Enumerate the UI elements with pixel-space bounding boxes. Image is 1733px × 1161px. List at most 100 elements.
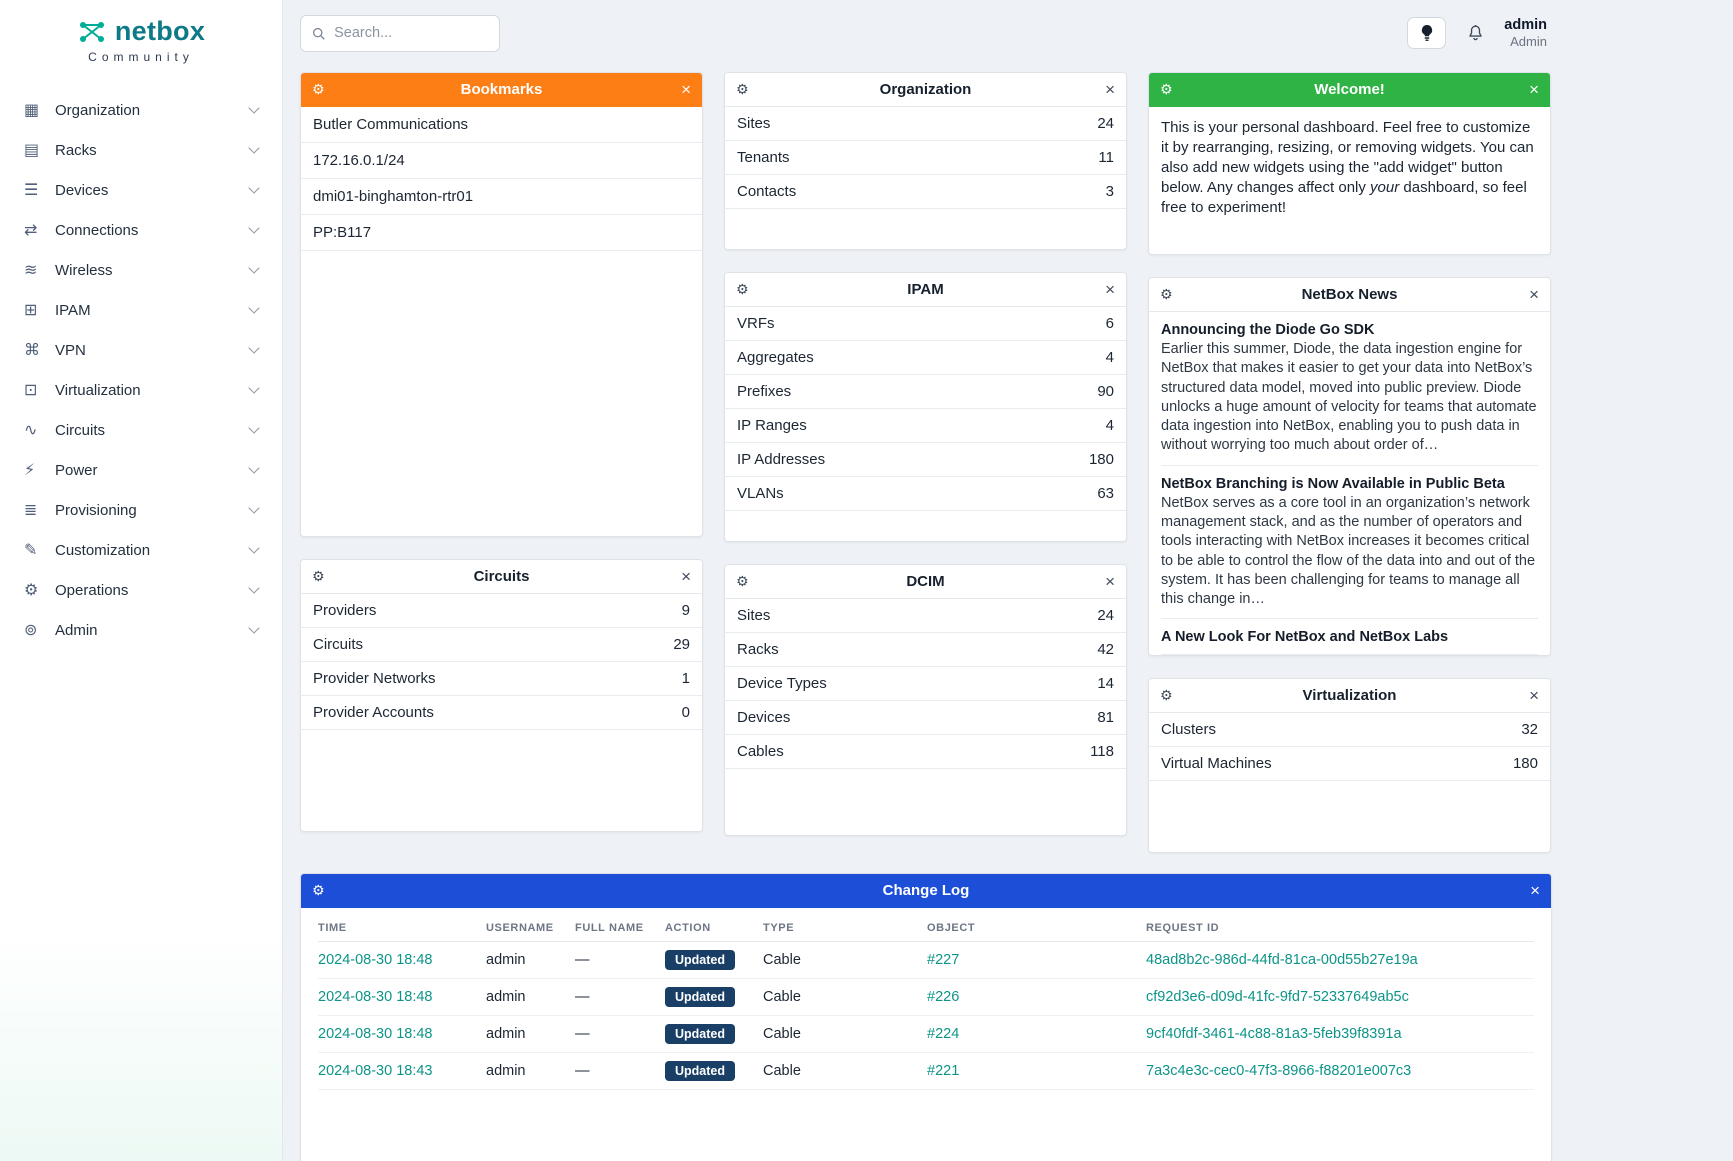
news-headline[interactable]: NetBox Branching is Now Available in Pub… — [1161, 475, 1505, 492]
chevron-down-icon — [248, 462, 260, 474]
sidebar-item-admin[interactable]: ⊚ Admin — [0, 610, 282, 650]
stat-row[interactable]: VRFs 6 — [725, 307, 1126, 341]
stat-row[interactable]: IP Ranges 4 — [725, 409, 1126, 443]
sidebar-item-organization[interactable]: ▦ Organization — [0, 90, 282, 130]
request-id-link[interactable]: cf92d3e6-d09d-41fc-9fd7-52337649ab5c — [1146, 989, 1409, 1006]
stat-row[interactable]: Virtual Machines 180 — [1149, 747, 1550, 782]
theme-toggle-button[interactable] — [1407, 16, 1447, 49]
user-role: Admin — [1510, 33, 1547, 49]
object-link[interactable]: #221 — [927, 1063, 960, 1080]
stat-value: 3 — [1105, 183, 1114, 200]
gear-icon[interactable]: ⚙ — [736, 281, 749, 297]
sidebar-item-circuits[interactable]: ∿ Circuits — [0, 410, 282, 450]
stat-row[interactable]: Cables 118 — [725, 735, 1126, 769]
sidebar-item-vpn[interactable]: ⌘ VPN — [0, 330, 282, 370]
gear-icon[interactable]: ⚙ — [736, 573, 749, 589]
user-name: admin — [1504, 16, 1547, 33]
news-headline[interactable]: A New Look For NetBox and NetBox Labs — [1161, 629, 1449, 646]
time-link[interactable]: 2024-08-30 18:48 — [318, 1026, 433, 1043]
widget-header: ⚙ DCIM × — [725, 565, 1126, 599]
bookmark-item[interactable]: Butler Communications — [301, 107, 702, 143]
stat-row[interactable]: Clusters 32 — [1149, 713, 1550, 748]
sidebar-item-power[interactable]: ⚡ Power — [0, 450, 282, 490]
full-name-cell: — — [575, 1015, 665, 1054]
stat-row[interactable]: Provider Accounts 0 — [301, 696, 702, 730]
stat-row[interactable]: Contacts 3 — [725, 175, 1126, 209]
user-menu[interactable]: admin Admin — [1504, 17, 1547, 50]
widget-header: ⚙ Circuits × — [301, 560, 702, 594]
close-icon[interactable]: × — [681, 567, 691, 586]
gear-icon[interactable]: ⚙ — [1160, 286, 1173, 302]
time-link[interactable]: 2024-08-30 18:43 — [318, 1063, 433, 1080]
gear-icon[interactable]: ⚙ — [736, 81, 749, 97]
close-icon[interactable]: × — [1105, 572, 1115, 591]
stat-row[interactable]: IP Addresses 180 — [725, 443, 1126, 477]
gear-icon[interactable]: ⚙ — [312, 568, 325, 584]
gear-icon[interactable]: ⚙ — [1160, 81, 1173, 97]
close-icon[interactable]: × — [1529, 686, 1539, 706]
request-id-link[interactable]: 48ad8b2c-986d-44fd-81ca-00d55b27e19a — [1146, 952, 1418, 969]
time-link[interactable]: 2024-08-30 18:48 — [318, 952, 433, 969]
bookmark-item[interactable]: 172.16.0.1/24 — [301, 143, 702, 179]
notifications-button[interactable] — [1461, 17, 1489, 49]
search-box[interactable] — [300, 14, 500, 52]
time-link[interactable]: 2024-08-30 18:48 — [318, 989, 433, 1006]
stat-row[interactable]: Tenants 11 — [725, 141, 1126, 175]
stat-row[interactable]: Provider Networks 1 — [301, 662, 702, 696]
close-icon[interactable]: × — [681, 80, 691, 99]
column-header-username: USERNAME — [486, 908, 575, 943]
stat-value: 81 — [1097, 709, 1114, 726]
news-headline[interactable]: Announcing the Diode Go SDK — [1161, 322, 1375, 338]
sidebar-item-devices[interactable]: ☰ Devices — [0, 170, 282, 210]
request-id-link[interactable]: 7a3c4e3c-cec0-47f3-8966-f88201e007c3 — [1146, 1063, 1412, 1080]
dashboard-column-1: ⚙ Bookmarks × Butler Communications 172.… — [300, 72, 703, 853]
close-icon[interactable]: × — [1529, 80, 1539, 99]
topbar-actions: admin Admin — [1407, 17, 1717, 50]
stat-label: Circuits — [313, 636, 364, 653]
stat-row[interactable]: Devices 81 — [725, 701, 1126, 735]
sidebar-item-provisioning[interactable]: ≣ Provisioning — [0, 490, 282, 530]
sidebar-item-operations[interactable]: ⚙ Operations — [0, 570, 282, 610]
community-label: Community — [88, 50, 194, 64]
request-id-link[interactable]: 9cf40fdf-3461-4c88-81a3-5feb39f8391a — [1146, 1026, 1402, 1043]
close-icon[interactable]: × — [1105, 280, 1115, 299]
sidebar-item-racks[interactable]: ▤ Racks — [0, 130, 282, 170]
brand[interactable]: netbox Community — [0, 12, 282, 64]
stat-row[interactable]: Circuits 29 — [301, 628, 702, 662]
gear-icon[interactable]: ⚙ — [312, 882, 325, 899]
sidebar-item-wireless[interactable]: ≋ Wireless — [0, 250, 282, 290]
circuit-icon: ∿ — [24, 422, 38, 439]
sidebar-item-customization[interactable]: ✎ Customization — [0, 530, 282, 570]
close-icon[interactable]: × — [1529, 285, 1539, 304]
dashboard-grid: ⚙ Bookmarks × Butler Communications 172.… — [300, 72, 1552, 854]
widget-header: ⚙ NetBox News × — [1149, 278, 1550, 312]
stat-row[interactable]: Providers 9 — [301, 594, 702, 628]
object-link[interactable]: #226 — [927, 989, 960, 1006]
sidebar-item-virtualization[interactable]: ⊡ Virtualization — [0, 370, 282, 410]
search-icon — [312, 27, 325, 40]
object-link[interactable]: #227 — [927, 952, 960, 969]
sidebar-item-ipam[interactable]: ⊞ IPAM — [0, 290, 282, 330]
widget-welcome: ⚙ Welcome! × This is your personal dashb… — [1148, 72, 1551, 255]
clipboard-icon: ≣ — [24, 502, 38, 519]
bookmark-item[interactable]: dmi01-binghamton-rtr01 — [301, 179, 702, 215]
stat-row[interactable]: Sites 24 — [725, 599, 1126, 633]
stat-row[interactable]: Prefixes 90 — [725, 375, 1126, 409]
sidebar-item-label: VPN — [55, 341, 86, 359]
stat-row[interactable]: Device Types 14 — [725, 667, 1126, 701]
gear-icon[interactable]: ⚙ — [312, 81, 325, 97]
stat-row[interactable]: Sites 24 — [725, 107, 1126, 141]
gear-icon[interactable]: ⚙ — [1160, 687, 1173, 704]
close-icon[interactable]: × — [1530, 881, 1540, 901]
search-input[interactable] — [334, 25, 488, 41]
stat-value: 180 — [1088, 451, 1114, 468]
sidebar-item-connections[interactable]: ⇄ Connections — [0, 210, 282, 250]
stat-row[interactable]: Racks 42 — [725, 633, 1126, 667]
stat-row[interactable]: Aggregates 4 — [725, 341, 1126, 375]
object-link[interactable]: #224 — [927, 1026, 960, 1043]
stat-value: 32 — [1521, 721, 1538, 739]
stat-row[interactable]: VLANs 63 — [725, 477, 1126, 511]
stat-label: IP Addresses — [737, 451, 826, 468]
close-icon[interactable]: × — [1105, 80, 1115, 99]
bookmark-item[interactable]: PP:B117 — [301, 215, 702, 251]
